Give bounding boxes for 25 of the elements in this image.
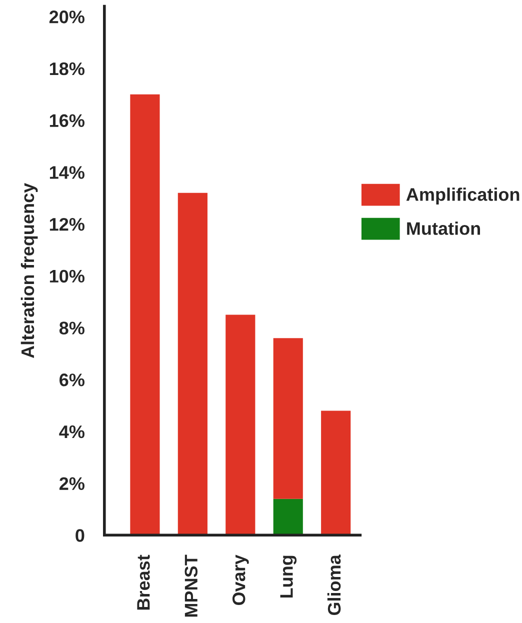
bar	[226, 314, 256, 536]
legend-label: Amplification	[406, 188, 520, 204]
x-tick-label: Lung	[280, 556, 297, 598]
legend-label: Mutation	[407, 222, 480, 235]
bar	[178, 192, 208, 536]
x-tick-label: MPNST	[184, 554, 198, 617]
y-tick-label: 18%	[50, 62, 84, 76]
x-tick-label: Breast	[137, 554, 150, 610]
y-tick-label: 20%	[49, 10, 84, 24]
y-tick-label: 16%	[50, 114, 84, 128]
y-tick-label: 10%	[50, 270, 84, 283]
bar	[273, 338, 303, 499]
y-tick-label: 6%	[60, 374, 84, 386]
x-tick-label: Ovary	[232, 554, 249, 606]
x-tick-label: Glioma	[327, 554, 341, 616]
y-tick-label: 8%	[59, 322, 84, 334]
y-tick-label: 2%	[59, 477, 84, 490]
y-tick-label: 4%	[59, 425, 84, 438]
bar	[321, 410, 351, 536]
y-tick-label: 14%	[50, 166, 84, 179]
y-tick-label: 0	[76, 529, 84, 542]
bar	[130, 94, 160, 536]
y-axis-title: Alteration frequency	[20, 182, 38, 358]
y-tick-label: 12%	[50, 218, 84, 231]
bar	[273, 498, 303, 536]
